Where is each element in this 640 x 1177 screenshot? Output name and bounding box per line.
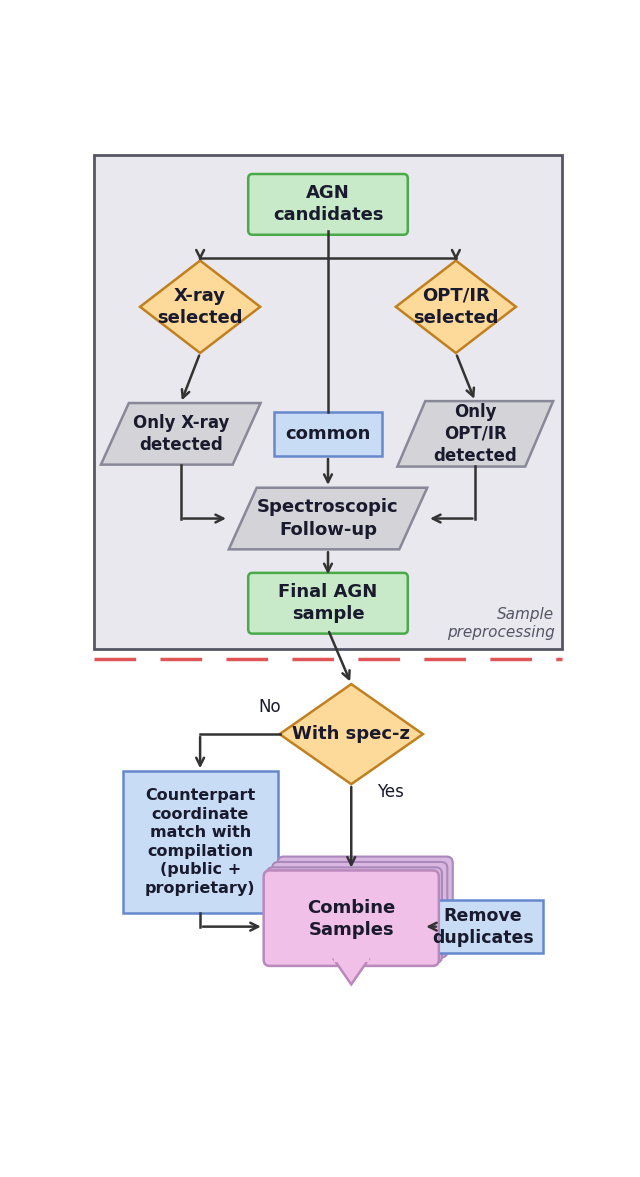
Text: AGN
candidates: AGN candidates <box>273 185 383 225</box>
Text: Sample
preprocessing: Sample preprocessing <box>447 606 554 640</box>
Text: Combine
Samples: Combine Samples <box>307 899 396 939</box>
Bar <box>94 155 562 650</box>
FancyBboxPatch shape <box>272 862 447 957</box>
Text: No: No <box>259 698 281 716</box>
FancyBboxPatch shape <box>248 174 408 234</box>
Bar <box>123 771 278 913</box>
Text: Counterpart
coordinate
match with
compilation
(public +
proprietary): Counterpart coordinate match with compil… <box>145 787 255 896</box>
Bar <box>274 412 382 457</box>
Polygon shape <box>396 260 516 353</box>
Polygon shape <box>140 260 260 353</box>
Text: Only X-ray
detected: Only X-ray detected <box>132 414 229 454</box>
Polygon shape <box>280 684 423 784</box>
Bar <box>423 900 543 953</box>
FancyBboxPatch shape <box>248 573 408 633</box>
Text: OPT/IR
selected: OPT/IR selected <box>413 287 499 327</box>
Polygon shape <box>334 959 368 984</box>
Text: Only
OPT/IR
detected: Only OPT/IR detected <box>433 403 517 465</box>
Text: Spectroscopic
Follow-up: Spectroscopic Follow-up <box>257 498 399 539</box>
Text: Yes: Yes <box>376 783 403 800</box>
Text: common: common <box>285 425 371 443</box>
FancyBboxPatch shape <box>264 871 439 966</box>
Polygon shape <box>397 401 553 466</box>
Text: Final AGN
sample: Final AGN sample <box>278 583 378 624</box>
Text: X-ray
selected: X-ray selected <box>157 287 243 327</box>
Text: Remove
duplicates: Remove duplicates <box>432 906 534 946</box>
FancyBboxPatch shape <box>278 857 452 952</box>
Text: With spec-z: With spec-z <box>292 725 410 743</box>
Polygon shape <box>101 403 260 465</box>
FancyBboxPatch shape <box>267 867 442 963</box>
Polygon shape <box>229 487 428 550</box>
